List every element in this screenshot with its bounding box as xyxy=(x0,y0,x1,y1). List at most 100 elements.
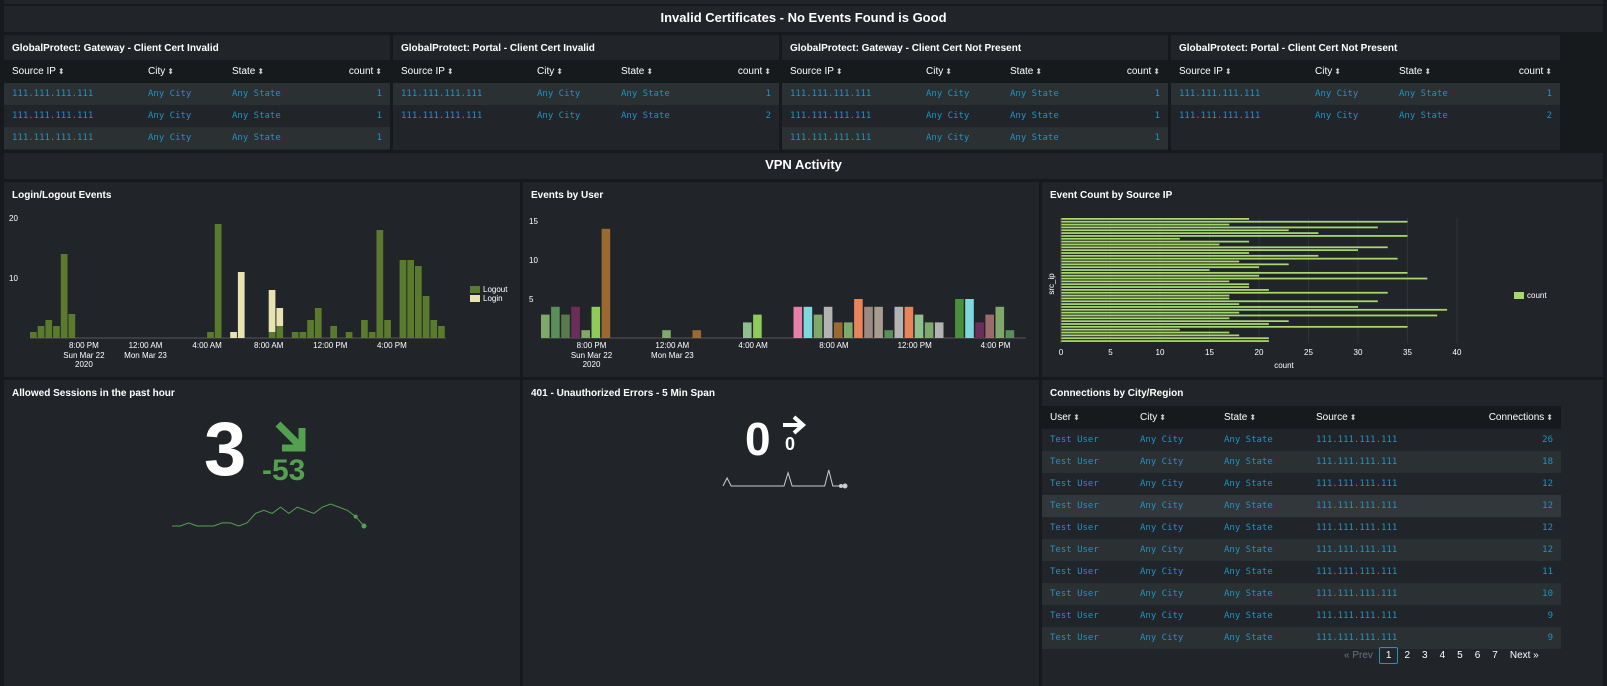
bar[interactable] xyxy=(1061,226,1378,229)
table-cell[interactable]: Any State xyxy=(1224,479,1273,489)
bar[interactable] xyxy=(1061,235,1408,237)
column-header[interactable]: State ⬍ xyxy=(1216,406,1308,429)
table-cell[interactable]: Any City xyxy=(1132,583,1216,605)
sort-icon[interactable]: ⬍ xyxy=(1073,413,1080,422)
bar[interactable] xyxy=(230,332,237,338)
table-cell[interactable]: 11 xyxy=(1542,567,1553,577)
bar[interactable] xyxy=(743,322,752,338)
table-cell[interactable]: 111.111.111.111 xyxy=(1308,451,1448,473)
bar[interactable] xyxy=(1061,331,1230,334)
table-cell[interactable]: 1 xyxy=(376,111,382,121)
bar[interactable] xyxy=(955,299,964,338)
bar[interactable] xyxy=(1061,269,1210,271)
table-row[interactable]: 111.111.111.111 Any City Any State 1 xyxy=(782,105,1168,127)
bar[interactable] xyxy=(753,314,762,338)
bar[interactable] xyxy=(1061,243,1220,246)
bar[interactable] xyxy=(361,320,368,338)
sort-icon[interactable]: ⬍ xyxy=(167,67,174,76)
table-cell[interactable]: Any City xyxy=(1132,539,1216,561)
table-cell[interactable]: Any City xyxy=(926,111,970,121)
table-cell[interactable]: 1 xyxy=(1102,83,1168,105)
sort-icon[interactable]: ⬍ xyxy=(646,67,654,76)
bar[interactable] xyxy=(934,322,944,338)
table-cell[interactable]: Test User xyxy=(1050,567,1099,577)
column-header[interactable]: State ⬍ xyxy=(1391,60,1491,83)
table-row[interactable]: Test User Any City Any State 111.111.111.11… xyxy=(1042,473,1561,495)
bar[interactable] xyxy=(1061,317,1230,320)
table-cell[interactable]: 111.111.111.111 xyxy=(4,127,140,149)
table-cell[interactable]: 111.111.111.111 xyxy=(782,83,918,105)
table-cell[interactable]: Any State xyxy=(1216,495,1308,517)
table-cell[interactable]: Test User xyxy=(1050,523,1099,533)
sort-icon[interactable]: ⬍ xyxy=(1349,413,1357,422)
bar[interactable] xyxy=(813,314,823,338)
pager-page-button[interactable]: 1 xyxy=(1378,647,1399,664)
bar[interactable] xyxy=(1061,337,1269,340)
table-cell[interactable]: 2 xyxy=(765,111,771,121)
table-cell[interactable]: 12 xyxy=(1542,479,1553,489)
bar[interactable] xyxy=(914,314,924,338)
bar[interactable] xyxy=(1061,323,1269,325)
bar[interactable] xyxy=(237,272,245,338)
table-cell[interactable]: 1 xyxy=(1154,111,1160,121)
bar[interactable] xyxy=(1061,289,1269,291)
sort-icon[interactable]: ⬍ xyxy=(1424,67,1432,76)
table-cell[interactable]: Test User xyxy=(1042,495,1132,517)
table-row[interactable]: Test User Any City Any State 111.111.111.11… xyxy=(1042,429,1561,451)
bar[interactable] xyxy=(291,332,299,338)
table-cell[interactable]: Any State xyxy=(1224,523,1273,533)
table-row[interactable]: Test User Any City Any State 111.111.111.11… xyxy=(1042,539,1561,561)
bar[interactable] xyxy=(1061,294,1230,297)
table-cell[interactable]: 1 xyxy=(713,83,779,105)
table-row[interactable]: Test User Any City Any State 111.111.111.11… xyxy=(1042,561,1561,583)
column-header[interactable]: count ⬍ xyxy=(324,60,390,83)
bar[interactable] xyxy=(37,326,45,338)
table-row[interactable]: Test User Any City Any State 111.111.111.11… xyxy=(1042,517,1561,539)
bar[interactable] xyxy=(581,330,590,338)
table-row[interactable]: 111.111.111.111 Any City Any State 2 xyxy=(393,105,779,127)
sort-icon[interactable]: ⬍ xyxy=(1334,67,1341,76)
table-cell[interactable]: Any City xyxy=(1132,627,1216,649)
table-cell[interactable]: Any City xyxy=(1315,111,1359,121)
column-header[interactable]: Connections ⬍ xyxy=(1448,406,1561,429)
table-cell[interactable]: Any State xyxy=(224,83,324,105)
bar[interactable] xyxy=(214,224,222,338)
bar[interactable] xyxy=(561,314,570,338)
bar[interactable] xyxy=(207,332,214,338)
bar[interactable] xyxy=(1061,325,1408,328)
column-header[interactable]: Source ⬍ xyxy=(1308,406,1448,429)
bar[interactable] xyxy=(1061,271,1408,274)
table-cell[interactable]: 26 xyxy=(1542,435,1553,445)
bar[interactable] xyxy=(1061,311,1240,314)
bar[interactable] xyxy=(1061,280,1230,283)
sort-icon[interactable]: ⬍ xyxy=(835,67,843,76)
table-cell[interactable]: 111.111.111.111 xyxy=(790,111,872,121)
table-cell[interactable]: Any City xyxy=(1140,479,1184,489)
bar[interactable] xyxy=(1061,249,1358,252)
sort-icon[interactable]: ⬍ xyxy=(57,67,65,76)
table-row[interactable]: 111.111.111.111 Any City Any State 1 xyxy=(1171,83,1560,105)
column-header[interactable]: count ⬍ xyxy=(713,60,779,83)
column-header[interactable]: count ⬍ xyxy=(1102,60,1168,83)
bar[interactable] xyxy=(1061,263,1289,266)
bar[interactable] xyxy=(1061,297,1230,300)
table-cell[interactable]: 111.111.111.111 xyxy=(393,83,529,105)
table-cell[interactable]: Any City xyxy=(1140,611,1184,621)
bar[interactable] xyxy=(884,330,893,338)
bar[interactable] xyxy=(368,332,376,338)
bar[interactable] xyxy=(268,332,276,338)
table-cell[interactable]: 111.111.111.111 xyxy=(1316,435,1398,445)
bar[interactable] xyxy=(833,322,843,338)
table-cell[interactable]: 12 xyxy=(1542,523,1553,533)
table-cell[interactable]: Any City xyxy=(1140,523,1184,533)
table-cell[interactable]: 18 xyxy=(1448,451,1561,473)
table-cell[interactable]: 111.111.111.111 xyxy=(1316,611,1398,621)
table-row[interactable]: 111.111.111.111 Any City Any State 2 xyxy=(1171,105,1560,127)
bar[interactable] xyxy=(438,326,445,338)
sort-icon[interactable]: ⬍ xyxy=(446,67,454,76)
table-cell[interactable]: Any State xyxy=(613,83,713,105)
column-header[interactable]: Source IP ⬍ xyxy=(4,60,140,83)
bar[interactable] xyxy=(1061,328,1180,331)
table-cell[interactable]: Any State xyxy=(1391,83,1491,105)
table-cell[interactable]: Any City xyxy=(529,83,613,105)
